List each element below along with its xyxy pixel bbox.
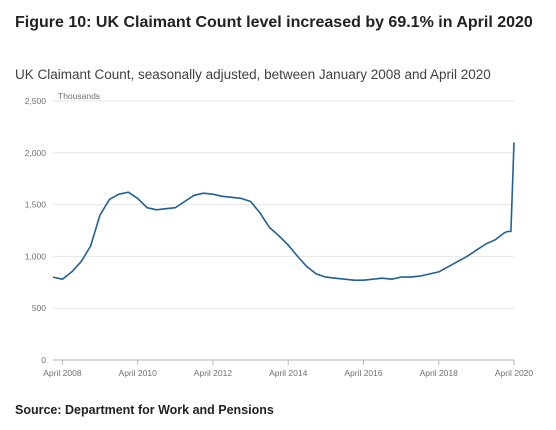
y-tick-label: 2,000 xyxy=(25,148,47,158)
x-tick-label: April 2020 xyxy=(495,368,534,378)
y-tick-label: 2,500 xyxy=(25,96,47,106)
y-tick-label: 500 xyxy=(32,303,46,313)
y-tick-label: 0 xyxy=(41,355,46,365)
x-tick-label: April 2014 xyxy=(269,368,308,378)
x-tick-label: April 2016 xyxy=(344,368,383,378)
series-line xyxy=(52,142,515,282)
chart-title: Figure 10: UK Claimant Count level incre… xyxy=(15,14,533,31)
x-tick-label: April 2012 xyxy=(194,368,233,378)
source-note: Source: Department for Work and Pensions xyxy=(15,403,274,417)
y-axis-unit-label: Thousands xyxy=(58,91,100,101)
y-tick-label: 1,500 xyxy=(25,200,47,210)
chart-subtitle: UK Claimant Count, seasonally adjusted, … xyxy=(15,67,491,82)
x-tick-label: April 2008 xyxy=(43,368,82,378)
x-tick-label: April 2018 xyxy=(420,368,459,378)
x-tick-label: April 2010 xyxy=(119,368,158,378)
line-chart: 0 500 1,000 1,500 2,000 2,500 Thousands April 2… xyxy=(25,91,534,378)
y-tick-label: 1,000 xyxy=(25,251,47,261)
